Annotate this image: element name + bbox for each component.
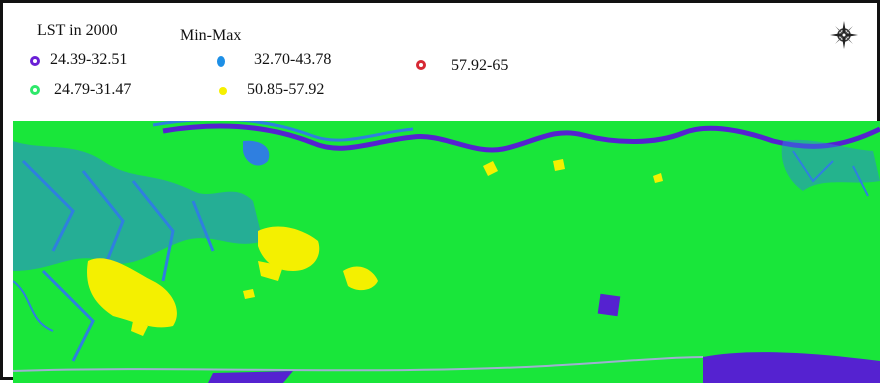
legend-swatch-3: [217, 56, 225, 67]
river-left-bend: [13, 280, 54, 332]
water-patch-2: [243, 140, 270, 166]
map-background: [13, 121, 880, 383]
hot-spot-8: [243, 289, 255, 299]
legend-label-4: 50.85-57.92: [247, 81, 325, 98]
water-patch-1: [13, 141, 263, 271]
river-bottom-left: [208, 371, 293, 383]
legend-swatch-1: [30, 56, 40, 66]
compass-rose-icon: [830, 21, 858, 49]
hot-cluster-4: [343, 266, 378, 291]
river-bottom: [703, 352, 880, 383]
hot-spot-5: [483, 161, 498, 176]
hot-cluster-2: [258, 226, 320, 271]
hot-spot-9: [131, 321, 148, 336]
water-patch-3: [781, 139, 880, 191]
legend-swatch-4: [219, 87, 227, 95]
legend-label-2: 24.79-31.47: [54, 81, 132, 98]
legend-swatch-5: [416, 60, 426, 70]
water-streams: [21, 159, 215, 362]
water-streams-right: [792, 150, 869, 197]
cold-block: [597, 293, 621, 317]
lst-map: [13, 121, 880, 383]
legend-label-1: 24.39-32.51: [50, 51, 128, 68]
hot-spot-7: [653, 173, 663, 183]
legend-subtitle: Min-Max: [180, 27, 242, 44]
hot-cluster-3: [258, 261, 283, 281]
hot-spot-6: [553, 159, 565, 171]
legend-swatch-2: [30, 85, 40, 95]
river-top: [162, 123, 880, 153]
legend-title: LST in 2000: [37, 22, 118, 39]
hot-cluster-1: [87, 258, 177, 328]
legend-label-3: 32.70-43.78: [254, 51, 332, 68]
shore-line: [13, 356, 704, 372]
legend-label-5: 57.92-65: [451, 57, 509, 74]
river-top-edge: [152, 121, 414, 142]
